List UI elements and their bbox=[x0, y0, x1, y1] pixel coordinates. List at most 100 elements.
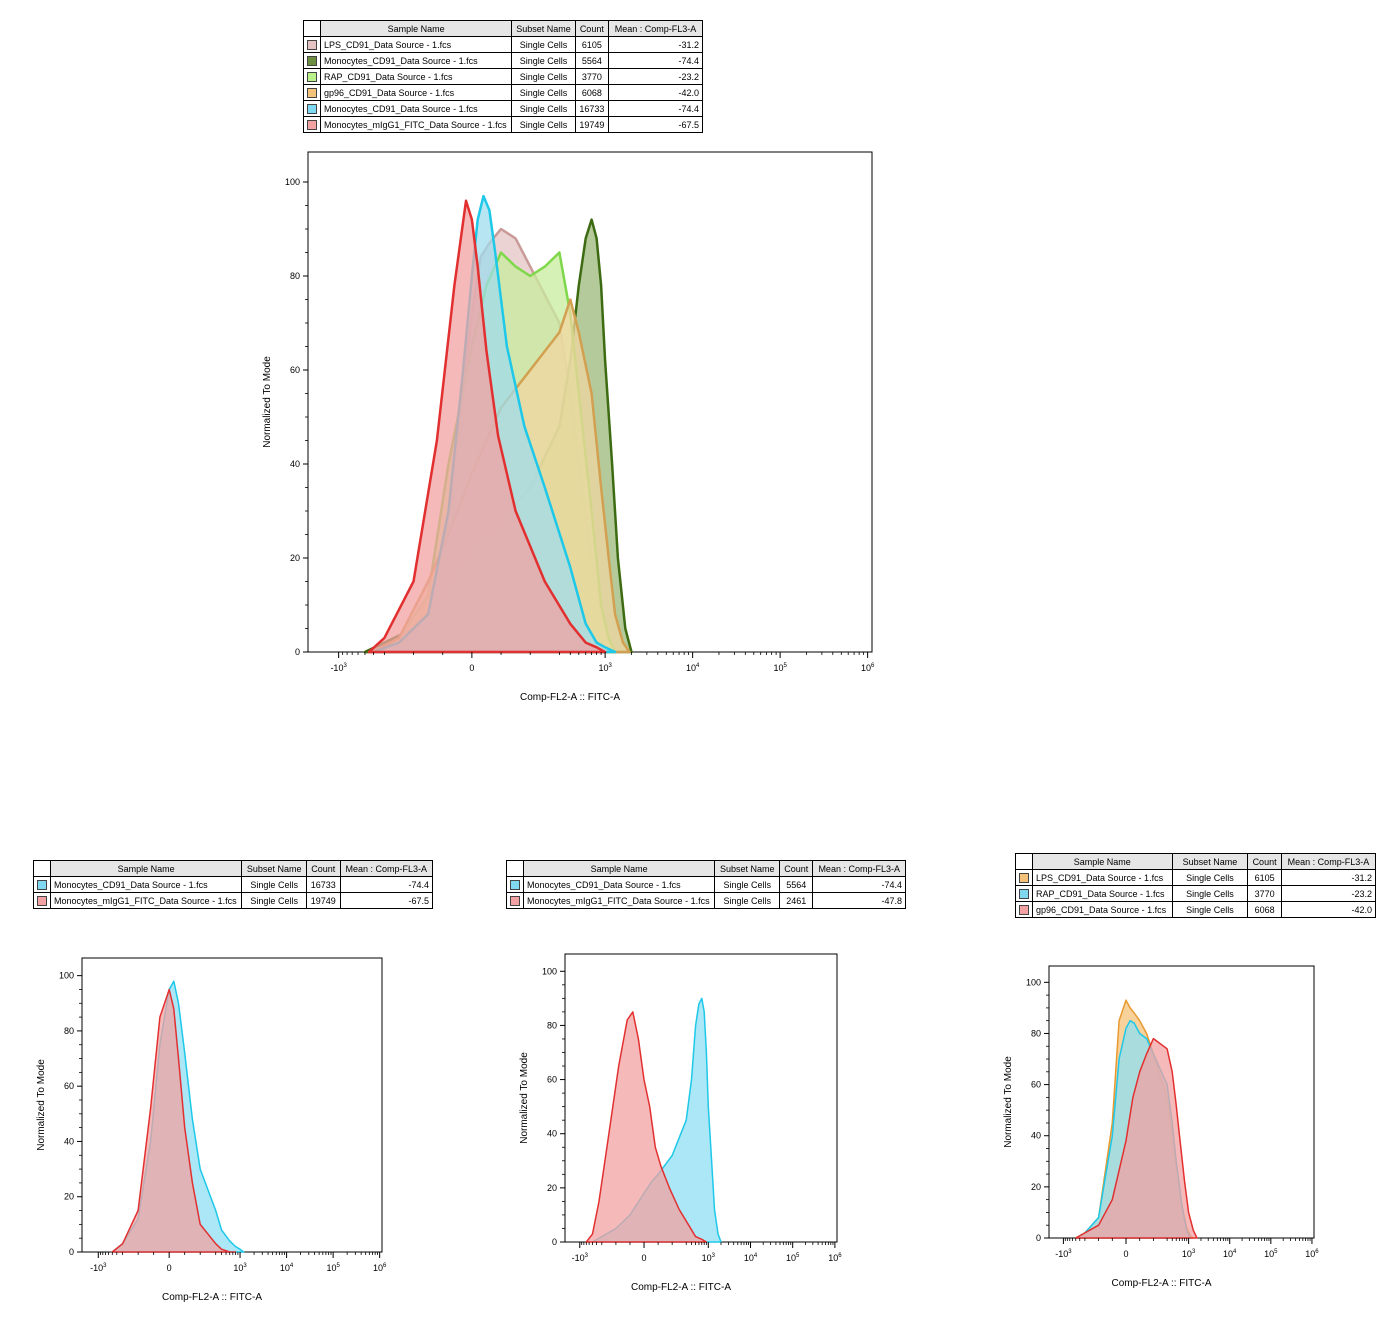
y-tick-label: 80 bbox=[1031, 1028, 1041, 1038]
legend-row: Monocytes_CD91_Data Source - 1.fcs Single… bbox=[303, 100, 703, 117]
legend-table-main: Sample Name Subset Name Count Mean : Com… bbox=[303, 20, 703, 133]
color-swatch-cell bbox=[303, 84, 321, 101]
x-tick-label: 106 bbox=[373, 1263, 387, 1273]
color-swatch bbox=[307, 87, 317, 98]
sample-name-cell: gp96_CD91_Data Source - 1.fcs bbox=[1032, 901, 1173, 918]
y-tick-label: 60 bbox=[290, 365, 300, 375]
x-tick-label: 0 bbox=[469, 663, 474, 673]
color-swatch-cell bbox=[33, 876, 51, 893]
count-cell: 6068 bbox=[574, 84, 610, 101]
color-swatch bbox=[510, 895, 520, 906]
y-axis: 0 20 40 60 80 100 bbox=[1026, 977, 1049, 1243]
y-tick-label: 80 bbox=[547, 1020, 557, 1030]
histogram-series-1 bbox=[585, 1011, 708, 1243]
x-axis: -103 0 103 104 105 106 bbox=[572, 1242, 842, 1263]
y-tick-label: 80 bbox=[290, 271, 300, 281]
count-cell: 16733 bbox=[574, 100, 610, 117]
histogram-series-5 bbox=[367, 199, 607, 654]
subset-name-cell: Single Cells bbox=[511, 116, 576, 133]
swatch-header bbox=[1015, 853, 1033, 870]
sample-name-header: Sample Name bbox=[319, 20, 513, 37]
sample-name-cell: RAP_CD91_Data Source - 1.fcs bbox=[319, 68, 513, 85]
x-tick-label: 0 bbox=[1123, 1249, 1128, 1259]
mean-cell: -31.2 bbox=[1280, 869, 1377, 886]
mean-cell: -67.5 bbox=[339, 892, 433, 909]
count-header: Count bbox=[306, 860, 341, 877]
color-swatch bbox=[307, 103, 317, 114]
legend-row: Monocytes_CD91_Data Source - 1.fcs Single… bbox=[506, 876, 906, 893]
sample-name-cell: Monocytes_mIgG1_FITC_Data Source - 1.fcs bbox=[319, 116, 513, 133]
mean-cell: -74.4 bbox=[608, 52, 703, 69]
mean-cell: -67.5 bbox=[608, 116, 703, 133]
legend-row: Monocytes_CD91_Data Source - 1.fcs Single… bbox=[303, 52, 703, 69]
x-tick-label: 105 bbox=[1264, 1249, 1278, 1259]
count-header: Count bbox=[574, 20, 610, 37]
legend-rows: Monocytes_CD91_Data Source - 1.fcs Single… bbox=[33, 876, 433, 909]
y-tick-label: 100 bbox=[1026, 977, 1041, 987]
count-cell: 3770 bbox=[1247, 885, 1282, 902]
mean-header: Mean : Comp-FL3-A bbox=[812, 860, 906, 877]
color-swatch bbox=[1019, 888, 1029, 899]
y-tick-label: 20 bbox=[290, 553, 300, 563]
subset-name-header: Subset Name bbox=[1171, 853, 1249, 870]
color-swatch bbox=[307, 55, 317, 66]
subset-name-cell: Single Cells bbox=[511, 84, 576, 101]
y-tick-label: 0 bbox=[1036, 1233, 1041, 1243]
mean-cell: -74.4 bbox=[812, 876, 906, 893]
plot-area bbox=[81, 957, 383, 1253]
sample-name-cell: LPS_CD91_Data Source - 1.fcs bbox=[319, 36, 513, 53]
subset-name-cell: Single Cells bbox=[511, 36, 576, 53]
count-cell: 19749 bbox=[306, 892, 341, 909]
y-tick-label: 20 bbox=[547, 1183, 557, 1193]
count-header: Count bbox=[1247, 853, 1282, 870]
x-axis-label: Comp-FL2-A :: FITC-A bbox=[1111, 1278, 1211, 1289]
count-cell: 3770 bbox=[574, 68, 610, 85]
x-tick-label: 104 bbox=[280, 1263, 294, 1273]
count-cell: 6105 bbox=[1247, 869, 1282, 886]
y-tick-label: 40 bbox=[547, 1129, 557, 1139]
y-tick-label: 20 bbox=[64, 1192, 74, 1202]
x-tick-label: 103 bbox=[598, 663, 612, 673]
x-tick-label: -103 bbox=[572, 1253, 589, 1263]
subset-name-cell: Single Cells bbox=[714, 876, 781, 893]
color-swatch bbox=[37, 879, 47, 890]
subset-name-cell: Single Cells bbox=[714, 892, 781, 909]
x-axis: -103 0 103 104 105 106 bbox=[330, 652, 875, 673]
y-axis: 0 20 40 60 80 100 bbox=[542, 966, 565, 1247]
x-tick-label: -103 bbox=[330, 663, 347, 673]
sample-name-header: Sample Name bbox=[522, 860, 716, 877]
legend-row: Monocytes_mIgG1_FITC_Data Source - 1.fcs… bbox=[33, 892, 433, 909]
count-cell: 19749 bbox=[574, 116, 610, 133]
legend-row: RAP_CD91_Data Source - 1.fcs Single Cells… bbox=[303, 68, 703, 85]
x-tick-label: 105 bbox=[773, 663, 787, 673]
histogram-chart-main: 0 20 40 60 80 100 -103 0 103 104 105 106 Comp-FL2-A … bbox=[262, 151, 875, 703]
histogram-chart-bm: 0 20 40 60 80 100 -103 0 103 104 105 106 Comp-FL2-A … bbox=[519, 953, 842, 1293]
color-swatch bbox=[1019, 872, 1029, 883]
sample-name-cell: LPS_CD91_Data Source - 1.fcs bbox=[1032, 869, 1173, 886]
count-cell: 5564 bbox=[574, 52, 610, 69]
histogram-chart-bl: 0 20 40 60 80 100 -103 0 103 104 105 106 Comp-FL2-A … bbox=[36, 957, 387, 1303]
color-swatch bbox=[307, 119, 317, 130]
mean-cell: -42.0 bbox=[608, 84, 703, 101]
y-tick-label: 60 bbox=[1031, 1080, 1041, 1090]
x-tick-label: -103 bbox=[1055, 1249, 1072, 1259]
subset-name-cell: Single Cells bbox=[1171, 869, 1249, 886]
y-tick-label: 80 bbox=[64, 1026, 74, 1036]
legend-row: Monocytes_mIgG1_FITC_Data Source - 1.fcs… bbox=[506, 892, 906, 909]
x-tick-label: -103 bbox=[90, 1263, 107, 1273]
x-tick-label: 105 bbox=[326, 1263, 340, 1273]
subset-name-cell: Single Cells bbox=[1171, 901, 1249, 918]
sample-name-cell: Monocytes_CD91_Data Source - 1.fcs bbox=[522, 876, 716, 893]
count-cell: 2461 bbox=[779, 892, 814, 909]
y-tick-label: 60 bbox=[547, 1075, 557, 1085]
sample-name-cell: RAP_CD91_Data Source - 1.fcs bbox=[1032, 885, 1173, 902]
count-cell: 6068 bbox=[1247, 901, 1282, 918]
count-cell: 5564 bbox=[779, 876, 814, 893]
legend-row: LPS_CD91_Data Source - 1.fcs Single Cells… bbox=[303, 36, 703, 53]
x-tick-label: 106 bbox=[828, 1253, 842, 1263]
x-tick-label: 105 bbox=[786, 1253, 800, 1263]
y-tick-label: 40 bbox=[64, 1136, 74, 1146]
subset-name-header: Subset Name bbox=[511, 20, 576, 37]
color-swatch-cell bbox=[303, 36, 321, 53]
color-swatch-cell bbox=[33, 892, 51, 909]
